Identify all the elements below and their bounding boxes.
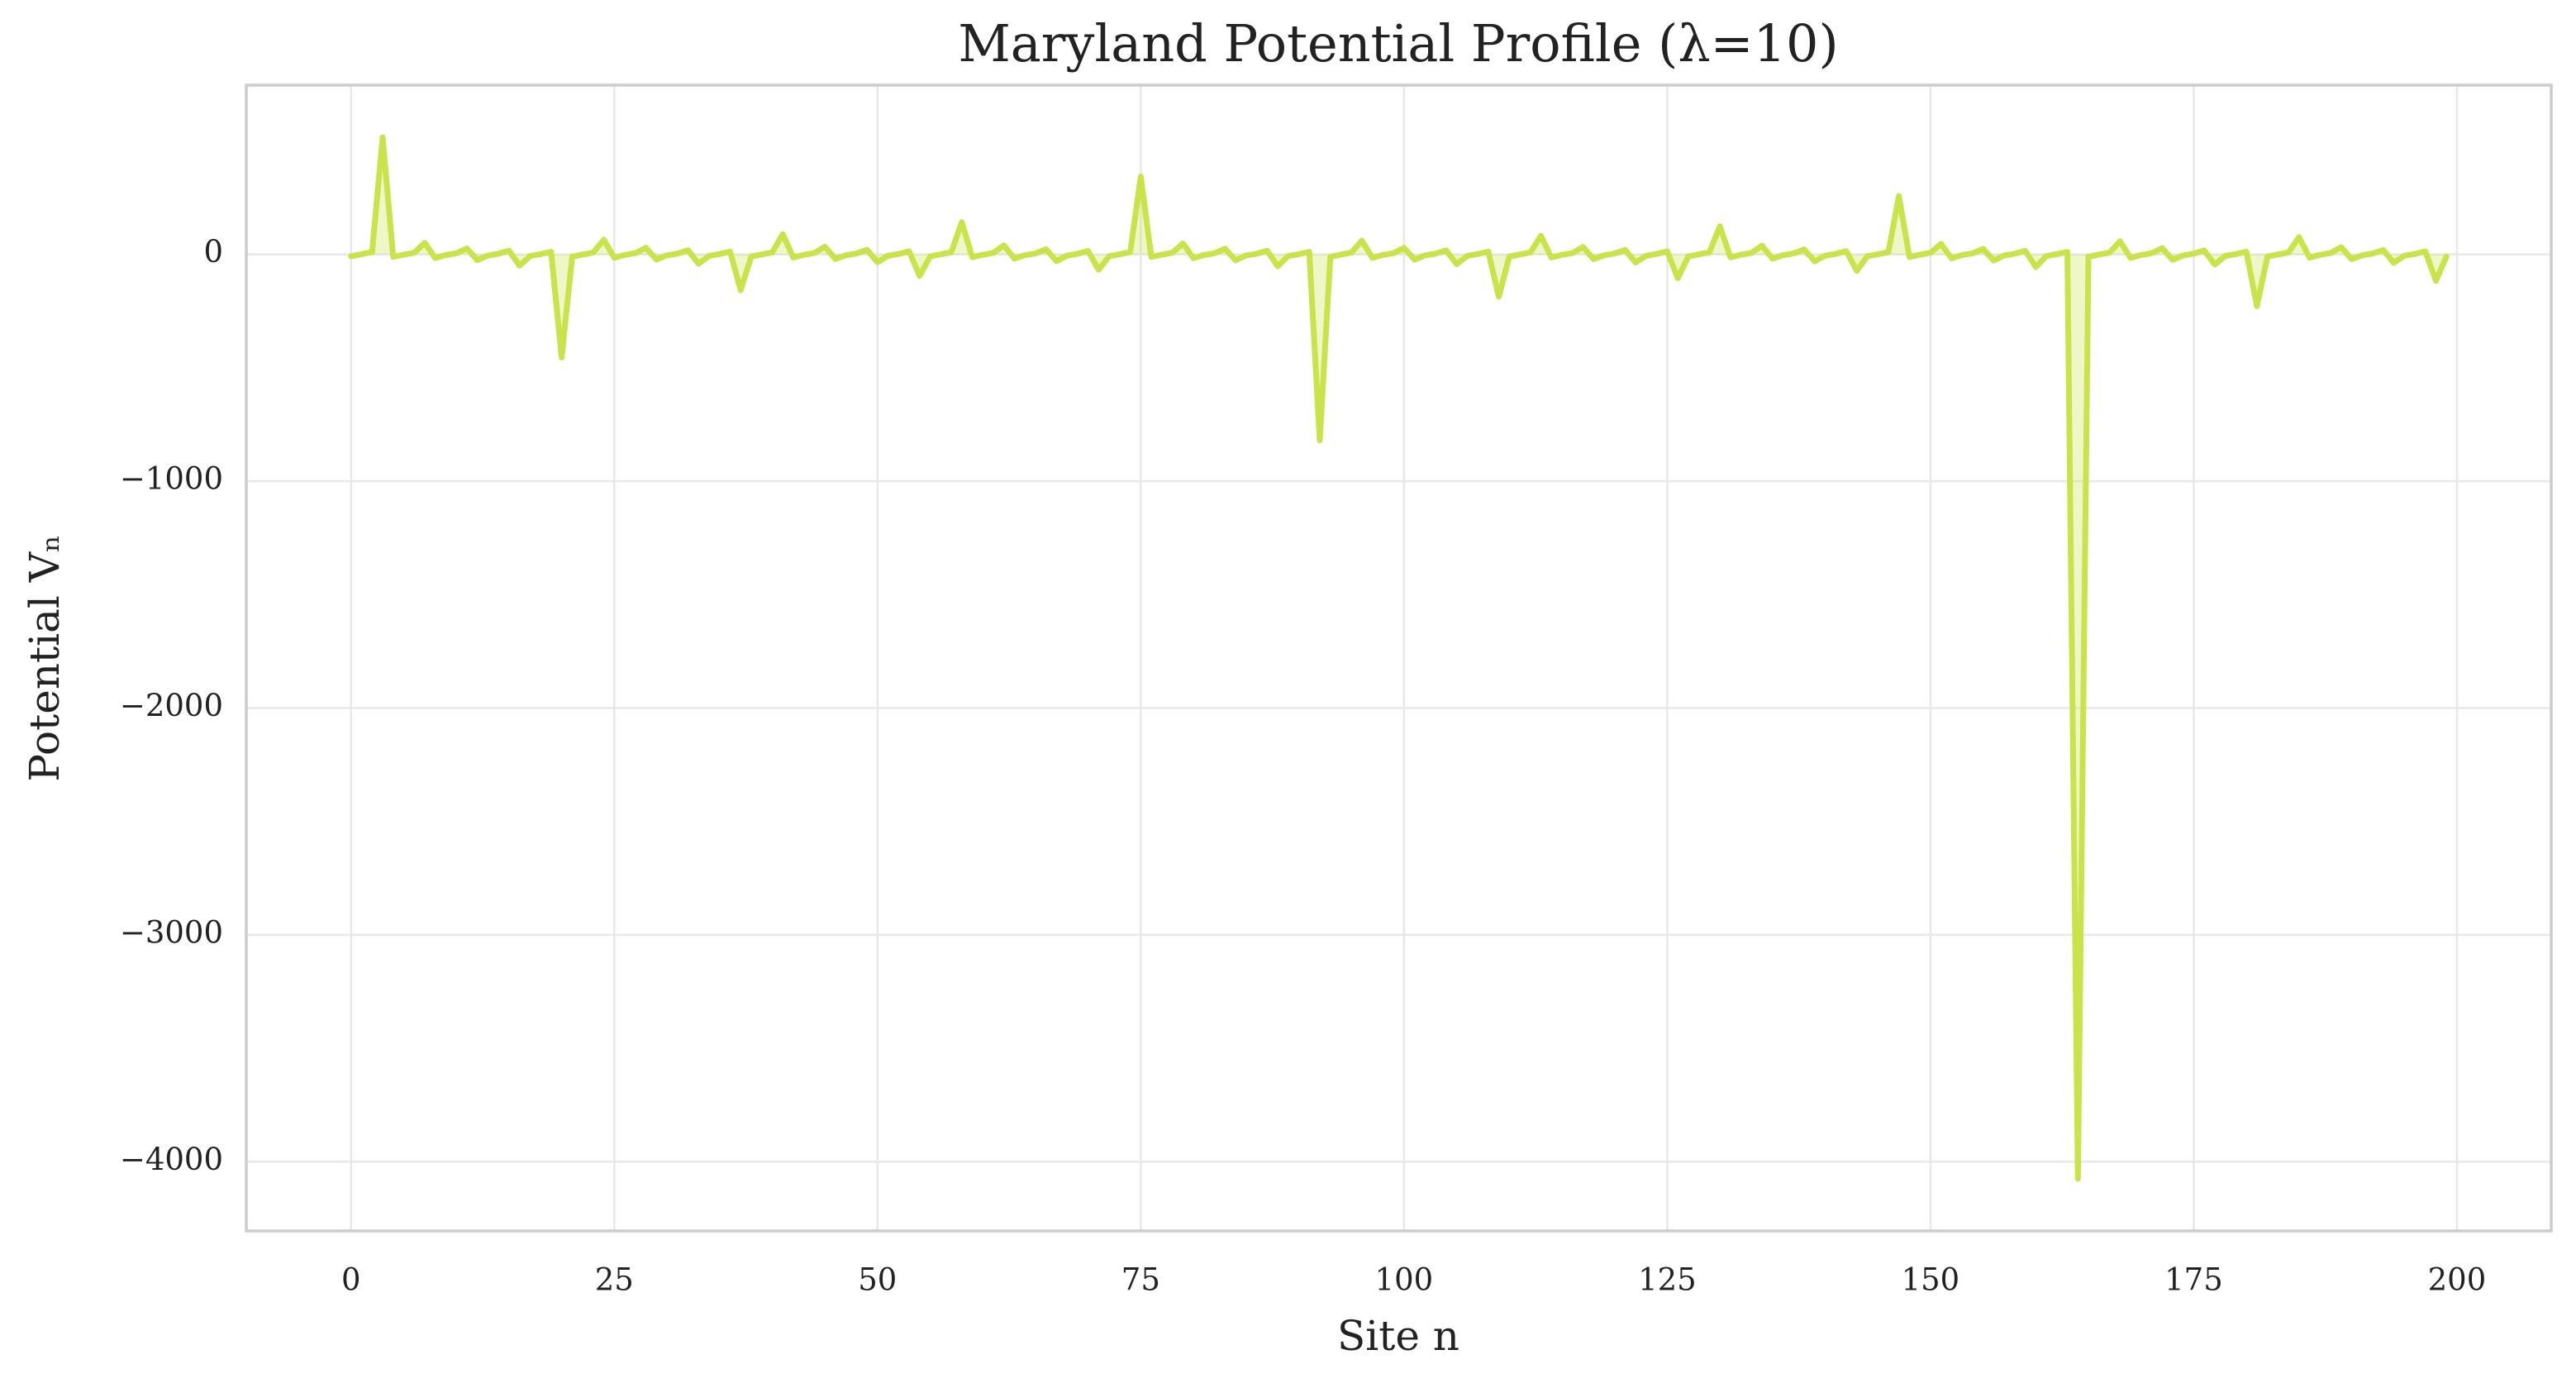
x-tick-label: 100 — [1375, 1262, 1434, 1298]
x-tick-label: 75 — [1121, 1262, 1160, 1298]
x-tick-label: 150 — [1902, 1262, 1960, 1298]
y-tick-label: −2000 — [120, 688, 223, 723]
x-tick-label: 175 — [2164, 1262, 2223, 1298]
y-tick-label: −4000 — [120, 1142, 223, 1177]
area-fill — [350, 137, 2447, 1179]
x-tick-label: 25 — [595, 1262, 634, 1298]
y-axis-label: Potential Vₙ — [21, 534, 69, 781]
x-tick-label: 0 — [341, 1262, 361, 1298]
y-tick-label: 0 — [203, 234, 223, 269]
plot-frame — [245, 83, 2553, 1233]
x-tick-label: 125 — [1638, 1262, 1697, 1298]
x-axis-label: Site n — [1337, 1312, 1459, 1360]
y-tick-label: −3000 — [120, 914, 223, 950]
chart-title: Maryland Potential Profile (λ=10) — [958, 13, 1838, 74]
y-tick-label: −1000 — [120, 461, 223, 497]
x-tick-label: 200 — [2428, 1262, 2487, 1298]
x-tick-label: 50 — [858, 1262, 897, 1298]
line — [348, 134, 2450, 1182]
